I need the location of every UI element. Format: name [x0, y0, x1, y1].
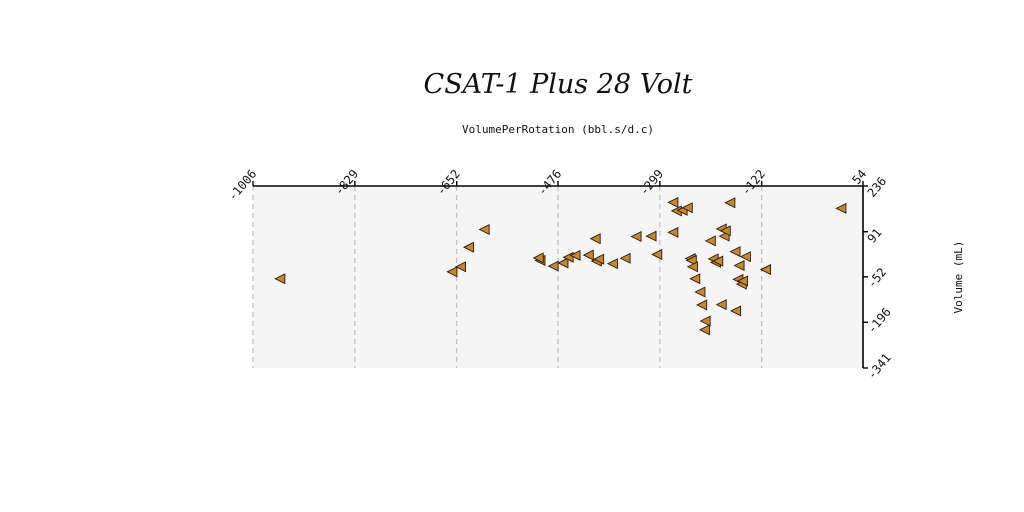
data-point: [667, 196, 679, 208]
data-point: [704, 235, 716, 247]
y-tick-label: 236: [865, 174, 890, 200]
data-point: [696, 299, 708, 311]
data-point: [733, 259, 745, 272]
data-point: [689, 273, 701, 285]
data-point: [446, 266, 458, 278]
data-point: [582, 249, 594, 261]
data-point: [724, 197, 736, 209]
data-point: [739, 251, 751, 263]
x-axis-label: VolumePerRotation (bbl.s/d.c): [462, 123, 654, 136]
data-point: [454, 261, 466, 273]
y-tick-label: -52: [865, 265, 890, 291]
data-point: [667, 226, 679, 238]
data-point: [835, 202, 847, 214]
data-point: [606, 258, 618, 270]
x-tick-label: 54: [849, 167, 869, 187]
data-point: [698, 324, 710, 336]
y-tick-label: -341: [865, 351, 894, 382]
data-point: [589, 233, 601, 245]
y-axis-label: Volume (mL): [952, 241, 965, 314]
data-point: [593, 253, 605, 265]
data-point: [715, 299, 727, 311]
y-tick-label: -196: [865, 305, 894, 336]
data-point: [557, 257, 569, 269]
data-point: [274, 273, 286, 285]
y-tick-label: 91: [865, 226, 885, 246]
data-point: [630, 230, 642, 242]
data-point: [719, 225, 731, 237]
data-point: [462, 241, 475, 253]
data-point: [712, 255, 724, 267]
data-point: [532, 252, 544, 264]
data-point: [681, 202, 693, 214]
data-point: [694, 286, 706, 298]
data-point: [686, 261, 698, 273]
y-axis-ticks: 236 91 -52 -196 -341: [863, 174, 894, 382]
chart-title: CSAT-1 Plus 28 Volt: [424, 69, 693, 100]
data-point: [651, 248, 663, 260]
data-point: [569, 249, 581, 261]
data-point: [759, 264, 771, 276]
grid-lines: [252, 186, 763, 368]
data-point: [619, 252, 631, 264]
data-point: [547, 260, 559, 272]
data-markers: [274, 196, 847, 336]
data-point: [736, 275, 748, 287]
data-point: [645, 230, 657, 242]
data-point: [730, 305, 742, 317]
data-point: [685, 254, 697, 266]
data-point: [699, 315, 711, 327]
data-point: [729, 246, 741, 258]
data-point: [478, 224, 490, 236]
